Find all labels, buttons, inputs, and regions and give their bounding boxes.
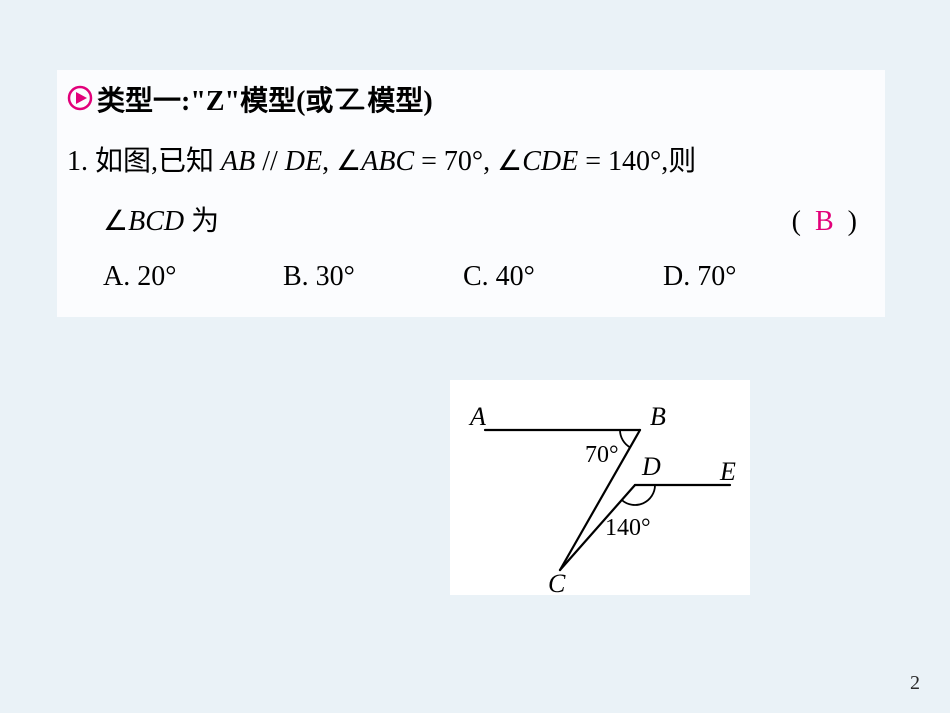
svg-text:C: C <box>548 569 566 595</box>
marker-svg <box>67 85 93 111</box>
answer-choices: A. 20° B. 30° C. 40° D. 70° <box>103 250 875 303</box>
question-line-1: 1. 如图,已知 AB // DE, ∠ABC = 70°, ∠CDE = 14… <box>67 135 875 190</box>
play-marker-icon <box>67 81 93 126</box>
answer-letter: B <box>815 206 834 237</box>
q-text-1a: 如图,已知 <box>95 146 221 177</box>
svg-text:70°: 70° <box>585 442 619 468</box>
comma1: , <box>322 146 329 177</box>
angle-sym-3: ∠ <box>103 206 128 237</box>
var-abc: ABC <box>361 146 414 177</box>
question-block: 类型一:"Z"模型(或模型) 1. 如图,已知 AB // DE, ∠ABC =… <box>57 70 885 317</box>
heading-text-after: 模型) <box>367 86 432 117</box>
q-tail: 为 <box>184 206 219 237</box>
var-cde: CDE <box>522 146 578 177</box>
figure-svg: A B C D E 70° 140° <box>450 380 750 595</box>
eq2: = 140°,则 <box>578 146 696 177</box>
svg-text:B: B <box>650 402 666 431</box>
svg-text:A: A <box>468 402 486 431</box>
svg-text:D: D <box>641 452 661 481</box>
paren-open: ( <box>792 206 801 237</box>
parallel-symbol: // <box>255 146 285 177</box>
section-heading: 类型一:"Z"模型(或 模型) <box>67 80 875 129</box>
choice-b: B. 30° <box>283 250 463 303</box>
choice-c: C. 40° <box>463 250 663 303</box>
angle-sym-2: ∠ <box>497 146 522 177</box>
answer-paren: ( B ) <box>792 195 857 250</box>
angle-sym-1: ∠ <box>336 146 361 177</box>
choice-d: D. 70° <box>663 250 823 303</box>
choice-a: A. 20° <box>103 250 283 303</box>
question-line-2: ∠BCD 为 ( B ) <box>103 195 875 250</box>
var-bcd: BCD <box>128 206 184 237</box>
paren-close: ) <box>848 206 857 237</box>
heading-text-before: 类型一:"Z"模型(或 <box>97 86 333 117</box>
geometry-figure: A B C D E 70° 140° <box>450 380 750 595</box>
svg-text:E: E <box>719 457 736 486</box>
z-glyph-icon <box>333 84 367 129</box>
slide-number: 2 <box>910 672 920 695</box>
q-number: 1. <box>67 146 88 177</box>
svg-text:140°: 140° <box>605 515 651 541</box>
slide-page: 类型一:"Z"模型(或模型) 1. 如图,已知 AB // DE, ∠ABC =… <box>0 0 950 713</box>
var-ab: AB <box>221 146 255 177</box>
var-de: DE <box>285 146 322 177</box>
eq1: = 70°, <box>414 146 490 177</box>
